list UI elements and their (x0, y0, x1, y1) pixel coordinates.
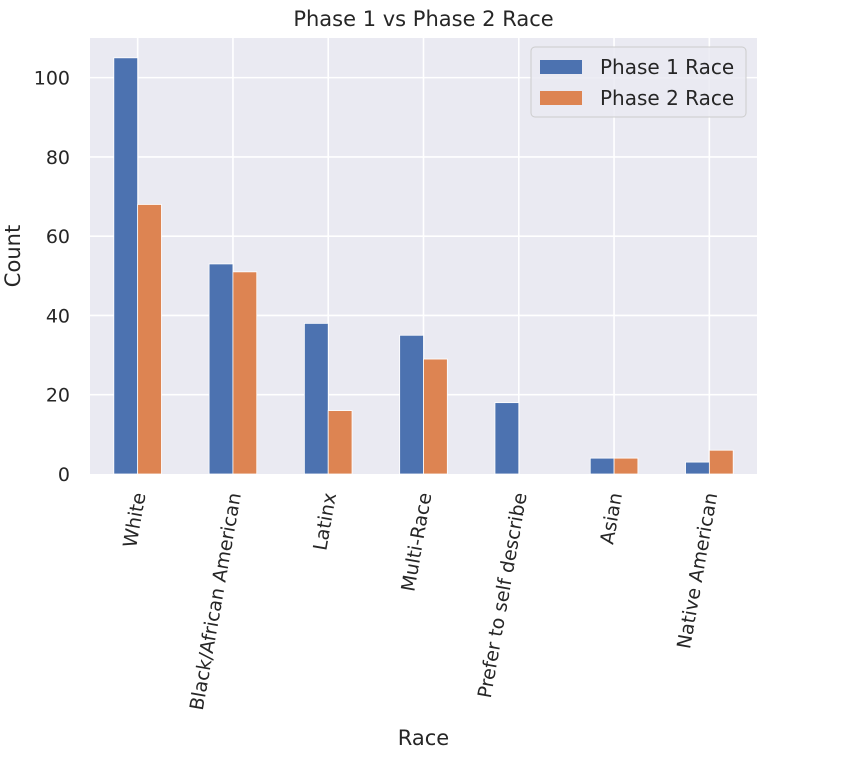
legend-swatch-phase-1 (540, 60, 582, 74)
bar-phase-2-race-white (137, 204, 162, 475)
x-tick-label: Latinx (309, 491, 341, 552)
bar-phase-1-race-white (113, 57, 139, 475)
bar-phase-1-race-native-american (685, 461, 710, 475)
legend-label-phase-1: Phase 1 Race (600, 55, 734, 79)
chart-title: Phase 1 vs Phase 2 Race (293, 7, 553, 31)
legend-box (530, 46, 747, 118)
bar-phase-2-race-native-american (708, 449, 734, 475)
x-tick-label: Black/African American (186, 491, 246, 712)
x-tick-label: White (119, 491, 150, 549)
bar-phase-1-race-asian (589, 457, 615, 475)
y-tick-label: 100 (34, 68, 70, 90)
y-tick-label: 60 (46, 226, 70, 248)
x-axis-ticks: White Black/African American Latinx Multi-R… (119, 491, 722, 712)
x-axis-label: Race (398, 726, 449, 750)
bar-phase-1-race-black-african-american (208, 263, 234, 475)
bar-phase-2-race-latinx (327, 410, 353, 475)
x-tick-label: Native American (673, 491, 722, 650)
grid-lines (90, 38, 757, 474)
bar-phase-1-race-prefer-to-self-describe (494, 402, 520, 475)
y-tick-label: 40 (46, 305, 70, 327)
y-axis-label: Count (1, 225, 25, 287)
x-tick-label: Prefer to self describe (474, 491, 532, 700)
bar-phase-2-race-multi-race (423, 358, 448, 475)
legend-swatch-phase-2 (540, 91, 582, 105)
bar-phase-1-race-latinx (303, 322, 329, 475)
bar-phase-2-race-black-african-american (232, 271, 258, 475)
y-axis-ticks: 0 20 40 60 80 100 (34, 68, 70, 486)
legend: Phase 1 Race Phase 2 Race (530, 46, 747, 118)
y-tick-label: 80 (46, 147, 70, 169)
y-tick-label: 0 (58, 464, 70, 486)
bars (113, 57, 734, 475)
x-tick-label: Multi-Race (397, 491, 436, 593)
bar-phase-2-race-asian (613, 457, 639, 475)
bar-phase-1-race-multi-race (399, 334, 424, 475)
y-tick-label: 20 (46, 385, 70, 407)
x-tick-label: Asian (596, 491, 627, 546)
legend-label-phase-2: Phase 2 Race (600, 86, 734, 110)
